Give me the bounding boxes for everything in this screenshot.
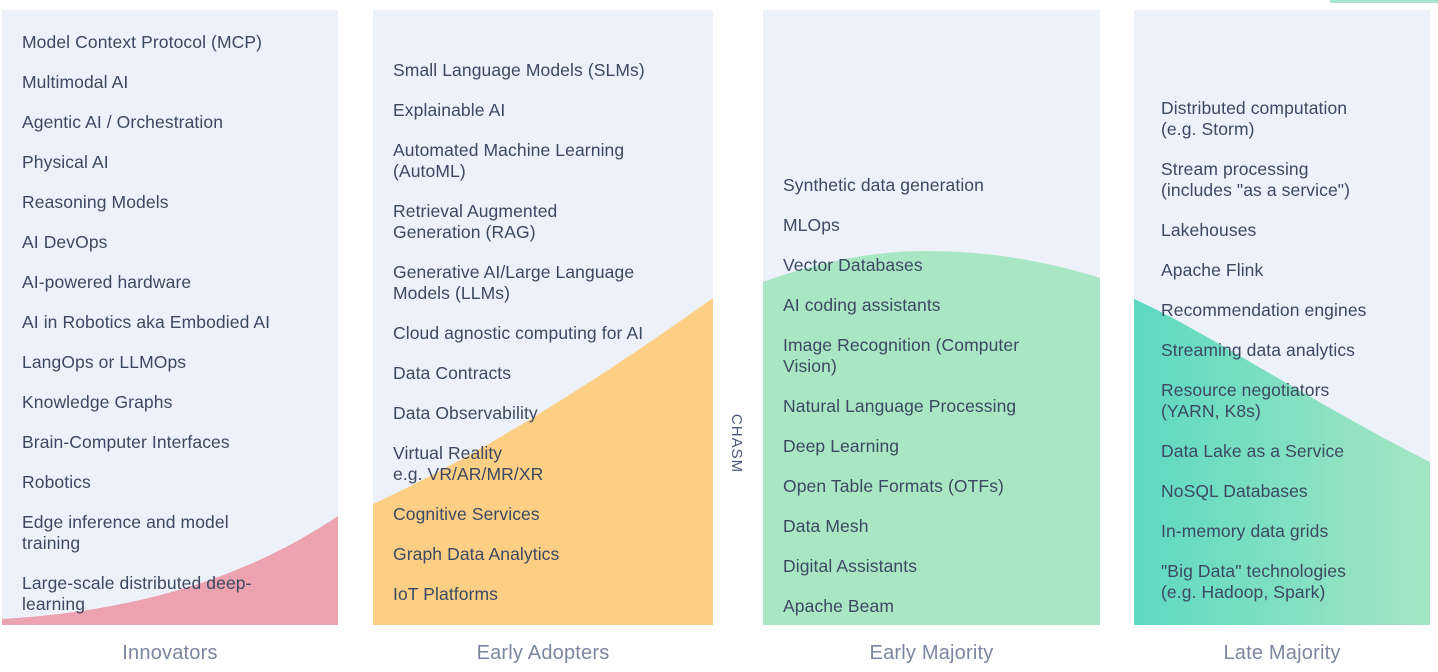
list-item: Cognitive Services — [393, 504, 540, 524]
list-item: Resource negotiators (YARN, K8s) — [1161, 380, 1330, 421]
list-item: LangOps or LLMOps — [22, 352, 187, 372]
list-item: Distributed computation (e.g. Storm) — [1161, 98, 1348, 139]
list-item: Stream processing (includes "as a servic… — [1161, 159, 1351, 200]
list-item: Edge inference and model training — [22, 512, 229, 553]
list-item: Explainable AI — [393, 100, 506, 120]
list-item: Retrieval Augmented Generation (RAG) — [393, 201, 558, 242]
list-item: Deep Learning — [783, 436, 900, 456]
list-item: Synthetic data generation — [783, 175, 984, 195]
list-item: Data Contracts — [393, 363, 512, 383]
list-item: Data Mesh — [783, 516, 869, 536]
list-item: Brain-Computer Interfaces — [22, 432, 230, 452]
list-item: IoT Platforms — [393, 584, 499, 604]
adoption-curve-fill — [1134, 299, 1430, 625]
list-item: Automated Machine Learning (AutoML) — [393, 140, 625, 181]
list-item: In-memory data grids — [1161, 521, 1329, 541]
list-item: Cloud agnostic computing for AI — [393, 323, 644, 343]
stage-item-list-innovators: Model Context Protocol (MCP) Multimodal A… — [2, 10, 338, 615]
list-item: Large-scale distributed deep- learning — [22, 573, 252, 614]
chasm-marker: CHASM — [710, 378, 764, 508]
list-item: Virtual Reality e.g. VR/AR/MR/XR — [393, 443, 544, 484]
stage-label-early-majority: Early Majority — [869, 642, 994, 664]
list-item: AI coding assistants — [783, 295, 941, 315]
stage-label-late-majority: Late Majority — [1223, 642, 1341, 664]
adoption-curve-fill — [373, 298, 713, 625]
list-item: Physical AI — [22, 152, 109, 172]
stage-label-innovators: Innovators — [122, 642, 218, 664]
list-item: Recommendation engines — [1161, 300, 1367, 320]
stage-item-list-early-adopters: Small Language Models (SLMs) Explainable … — [373, 10, 713, 605]
list-item: Robotics — [22, 472, 91, 492]
stage-column-innovators: Model Context Protocol (MCP) Multimodal A… — [2, 10, 338, 625]
list-item: Generative AI/Large Language Models (LLM… — [393, 262, 635, 303]
list-item: Lakehouses — [1161, 220, 1257, 240]
list-item: Data Observability — [393, 403, 538, 423]
stage-column-late-majority: Distributed computation (e.g. Storm) Stre… — [1134, 10, 1430, 625]
stage-item-list-late-majority: Distributed computation (e.g. Storm) Stre… — [1134, 10, 1430, 603]
list-item: AI-powered hardware — [22, 272, 192, 292]
list-item: Multimodal AI — [22, 72, 129, 92]
adoption-curve-fill — [763, 251, 1100, 625]
list-item: Reasoning Models — [22, 192, 169, 212]
cropped-edge-artifact — [1330, 0, 1438, 3]
list-item: Graph Data Analytics — [393, 544, 560, 564]
stage-item-list-early-majority: Synthetic data generation MLOps Vector Dat… — [763, 10, 1100, 617]
list-item: AI in Robotics aka Embodied AI — [22, 312, 271, 332]
adoption-curve-fill — [2, 516, 338, 625]
list-item: Small Language Models (SLMs) — [393, 60, 645, 80]
adoption-curve-segment-late-majority — [1134, 299, 1430, 625]
list-item: "Big Data" technologies (e.g. Hadoop, Sp… — [1161, 561, 1346, 602]
list-item: Model Context Protocol (MCP) — [22, 32, 263, 52]
list-item: Data Lake as a Service — [1161, 441, 1345, 461]
list-item: Streaming data analytics — [1161, 340, 1356, 360]
stage-column-early-majority: Synthetic data generation MLOps Vector Dat… — [763, 10, 1100, 625]
adoption-curve-segment-innovators — [2, 516, 338, 625]
list-item: Apache Beam — [783, 596, 895, 616]
list-item: Open Table Formats (OTFs) — [783, 476, 1004, 496]
stage-column-early-adopters: Small Language Models (SLMs) Explainable … — [373, 10, 713, 625]
chasm-label: CHASM — [728, 413, 746, 473]
list-item: Agentic AI / Orchestration — [22, 112, 224, 132]
list-item: Apache Flink — [1161, 260, 1264, 280]
list-item: Natural Language Processing — [783, 396, 1017, 416]
stage-label-early-adopters: Early Adopters — [476, 642, 610, 664]
list-item: AI DevOps — [22, 232, 108, 252]
adoption-curve-segment-early-majority — [763, 251, 1100, 625]
list-item: Image Recognition (Computer Vision) — [783, 335, 1020, 376]
list-item: Knowledge Graphs — [22, 392, 173, 412]
list-item: NoSQL Databases — [1161, 481, 1308, 501]
list-item: MLOps — [783, 215, 840, 235]
list-item: Vector Databases — [783, 255, 923, 275]
adoption-curve-segment-early-adopters — [373, 298, 713, 625]
list-item: Digital Assistants — [783, 556, 918, 576]
